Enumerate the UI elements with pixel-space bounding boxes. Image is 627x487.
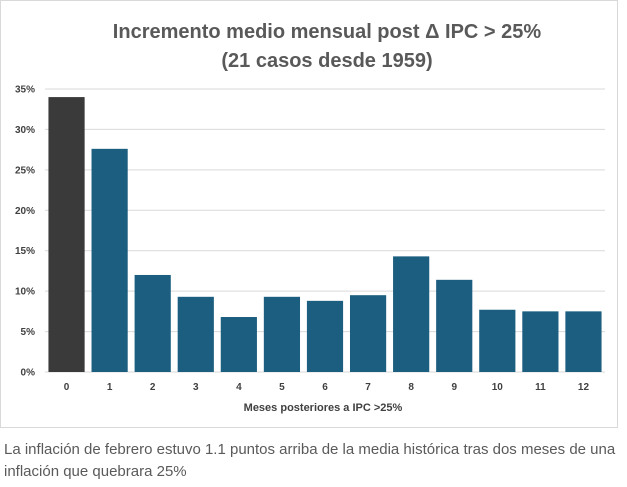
y-tick-label: 25%	[15, 165, 35, 176]
bar-month-1	[91, 148, 128, 372]
bar-month-11	[522, 311, 559, 372]
x-axis-ticks: 0 1 2 3 4 5 6 7 8 9 10 11 12	[64, 382, 590, 393]
bar-month-6	[306, 300, 344, 372]
y-tick-label: 15%	[15, 246, 35, 257]
y-tick-label: 5%	[21, 327, 36, 338]
chart-title-line-2: (21 casos desde 1959)	[221, 50, 432, 72]
bar-month-2	[134, 274, 171, 372]
x-tick-label: 0	[64, 382, 70, 393]
bar-month-5	[263, 296, 301, 372]
bar-month-3	[177, 296, 214, 372]
caption-text: La inflación de febrero estuvo 1.1 punto…	[4, 441, 616, 480]
bar-month-7	[349, 295, 387, 372]
bar-month-8	[393, 256, 430, 372]
x-tick-label: 11	[535, 382, 546, 393]
y-tick-label: 20%	[15, 206, 35, 217]
bar-month-10	[479, 309, 516, 372]
x-tick-label: 1	[107, 382, 113, 393]
x-tick-label: 9	[451, 382, 457, 393]
x-tick-label: 12	[578, 382, 590, 393]
x-tick-label: 2	[150, 382, 156, 393]
x-tick-label: 10	[492, 382, 504, 393]
y-tick-label: 30%	[15, 125, 35, 136]
bar-month-4	[220, 317, 257, 372]
x-tick-label: 3	[193, 382, 199, 393]
x-axis-label: Meses posteriores a IPC >25%	[244, 402, 403, 414]
y-tick-label: 35%	[15, 85, 35, 96]
chart-canvas: Incremento medio mensual post Δ IPC > 25…	[15, 21, 605, 414]
y-tick-label: 10%	[15, 287, 35, 298]
chart-title-line-1: Incremento medio mensual post Δ IPC > 25…	[113, 21, 542, 43]
x-tick-label: 4	[236, 382, 242, 393]
y-axis-ticks: 0% 5% 10% 15% 20% 25% 30% 35%	[15, 85, 35, 379]
y-tick-label: 0%	[21, 368, 36, 379]
bar-month-9	[436, 279, 473, 372]
x-tick-label: 5	[279, 382, 285, 393]
chart-figure: Incremento medio mensual post Δ IPC > 25…	[0, 0, 618, 428]
bar-month-12	[565, 311, 602, 372]
x-tick-label: 6	[322, 382, 328, 393]
x-tick-label: 8	[408, 382, 414, 393]
bars	[48, 97, 602, 372]
x-tick-label: 7	[365, 382, 371, 393]
bar-month-0	[48, 97, 85, 372]
